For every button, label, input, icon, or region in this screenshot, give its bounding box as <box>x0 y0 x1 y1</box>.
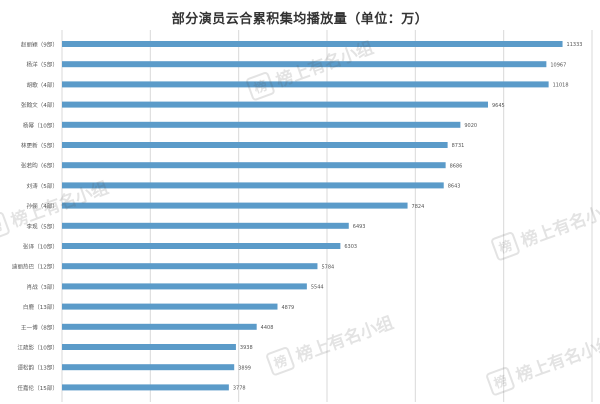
chart-title: 部分演员云合累积集均播放量（单位：万） <box>171 12 429 27</box>
value-label: 8731 <box>452 143 465 149</box>
value-label: 8643 <box>448 184 461 190</box>
bar <box>62 263 318 270</box>
category-label: 杨幂（10部） <box>23 121 58 129</box>
value-label: 9020 <box>464 123 477 129</box>
category-label: 赵丽颖（9部） <box>21 41 58 49</box>
category-label: 李现（5部） <box>26 222 58 230</box>
category-label: 江疏影（10部） <box>17 344 58 352</box>
category-label: 王一博（8部） <box>21 323 58 331</box>
category-label: 肖战（3部） <box>26 283 58 291</box>
category-label: 张译（10部） <box>23 243 58 251</box>
value-label: 4408 <box>261 325 274 331</box>
category-label: 林更新（5部） <box>21 142 58 150</box>
value-label: 6303 <box>344 244 357 250</box>
category-label: 张若昀（6部） <box>21 162 58 170</box>
value-label: 7824 <box>412 204 425 210</box>
category-label: 任嘉伦（15部） <box>17 384 58 392</box>
category-label: 刘涛（5部） <box>26 182 58 190</box>
category-label: 张翰文（4部） <box>21 101 58 109</box>
category-label: 胡歌（4部） <box>26 81 58 89</box>
category-label: 杨洋（5部） <box>26 61 58 69</box>
bar <box>62 384 229 391</box>
value-label: 5784 <box>321 264 334 270</box>
value-label: 3778 <box>233 386 246 392</box>
category-label: 谭松韵（13部） <box>17 364 58 372</box>
bar <box>62 364 235 371</box>
bar <box>62 303 278 310</box>
value-label: 11018 <box>553 83 569 89</box>
value-label: 4879 <box>281 305 294 311</box>
bar <box>62 323 257 330</box>
value-label: 10967 <box>550 62 566 68</box>
value-label: 6493 <box>353 224 366 230</box>
bar <box>62 344 236 350</box>
bar <box>62 283 307 290</box>
bar <box>62 101 488 108</box>
value-label: 11333 <box>567 42 583 48</box>
bar <box>62 202 408 209</box>
bar <box>62 41 563 47</box>
bar <box>62 162 446 169</box>
value-label: 3938 <box>240 345 253 351</box>
category-label: 迪丽热巴（12部） <box>12 263 58 271</box>
value-label: 9645 <box>492 103 505 109</box>
bar <box>62 243 341 249</box>
value-label: 8686 <box>450 163 463 169</box>
bar <box>62 142 448 148</box>
bar <box>62 61 547 68</box>
category-label: 孙俪（4部） <box>26 202 58 210</box>
value-label: 3899 <box>238 365 251 371</box>
bar <box>62 121 461 128</box>
bar <box>62 182 444 189</box>
value-label: 5544 <box>311 285 324 291</box>
category-label: 白鹿（13部） <box>23 303 58 311</box>
bar <box>62 222 349 229</box>
bar <box>62 81 549 88</box>
